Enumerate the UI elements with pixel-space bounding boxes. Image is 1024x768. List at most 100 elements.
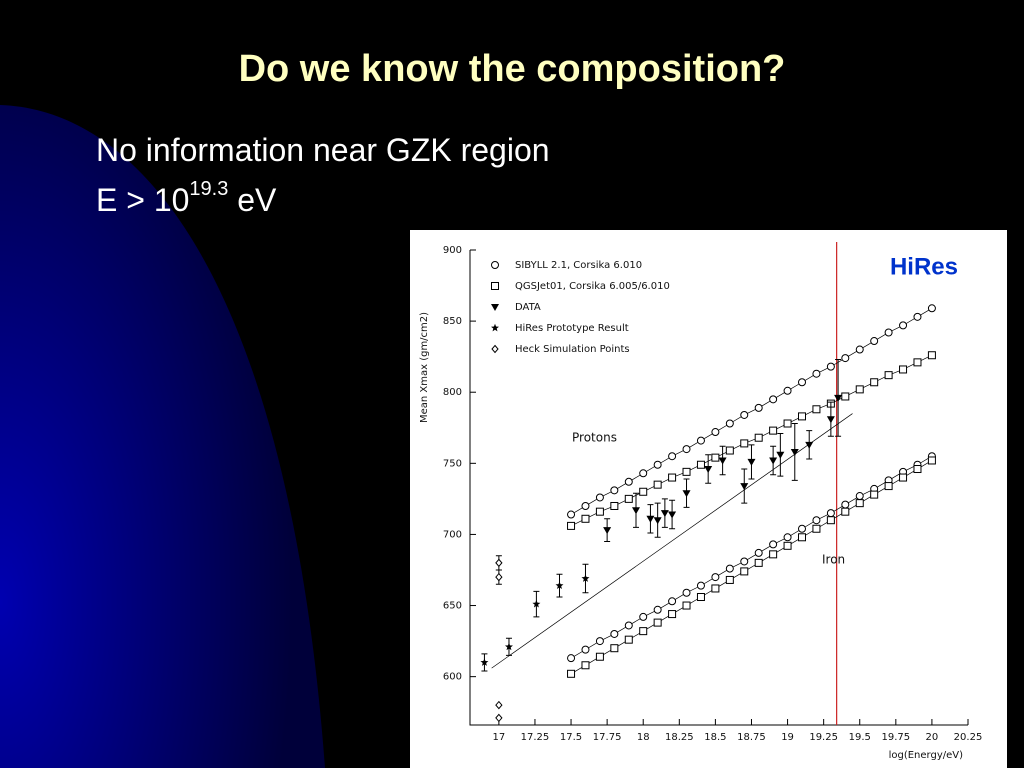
exponent: 19.3 <box>189 178 229 201</box>
marker <box>653 460 662 469</box>
marker <box>610 644 619 653</box>
marker <box>740 439 749 448</box>
marker <box>812 369 821 378</box>
marker <box>668 511 677 519</box>
marker <box>725 575 734 584</box>
legend-label: DATA <box>515 302 541 313</box>
x-tick-label: 17.5 <box>560 732 582 743</box>
marker <box>740 567 749 576</box>
marker <box>595 493 604 502</box>
fit-line <box>491 413 853 669</box>
marker <box>639 612 648 621</box>
marker <box>855 345 864 354</box>
marker <box>725 419 734 428</box>
y-tick-label: 650 <box>443 601 462 612</box>
marker <box>747 458 756 466</box>
marker <box>740 410 749 419</box>
marker <box>769 550 778 559</box>
x-tick-label: 19.25 <box>809 732 838 743</box>
x-tick-label: 18.5 <box>704 732 726 743</box>
y-tick-label: 850 <box>443 316 462 327</box>
marker <box>769 426 778 435</box>
marker <box>639 487 648 496</box>
marker <box>812 405 821 414</box>
marker <box>927 351 936 360</box>
x-tick-label: 18.75 <box>737 732 766 743</box>
marker <box>653 517 662 525</box>
legend-label: SIBYLL 2.1, Corsika 6.010 <box>515 260 642 271</box>
marker <box>696 460 705 469</box>
marker <box>769 395 778 404</box>
annotation: HiRes <box>890 253 958 280</box>
y-tick-label: 700 <box>443 529 462 540</box>
marker <box>653 618 662 627</box>
marker <box>826 509 835 518</box>
marker <box>632 507 640 515</box>
marker <box>740 483 749 491</box>
x-tick-label: 17.25 <box>521 732 550 743</box>
marker <box>870 337 879 346</box>
marker <box>682 467 691 476</box>
marker <box>603 527 612 535</box>
x-tick-label: 20 <box>926 732 939 743</box>
marker <box>581 501 590 510</box>
x-tick-label: 18.25 <box>665 732 694 743</box>
marker <box>624 494 633 503</box>
marker <box>491 261 499 269</box>
marker <box>841 392 850 401</box>
marker <box>581 661 590 670</box>
marker <box>491 282 499 290</box>
blue-shape <box>0 105 325 768</box>
marker <box>624 477 633 486</box>
marker <box>682 445 691 454</box>
marker <box>581 574 590 582</box>
marker <box>798 533 806 542</box>
marker <box>495 572 503 582</box>
marker <box>754 403 763 412</box>
x-tick-label: 17.75 <box>593 732 622 743</box>
y-tick-label: 800 <box>443 387 462 398</box>
marker <box>855 499 864 508</box>
marker <box>567 510 576 519</box>
marker <box>884 371 893 380</box>
marker <box>495 713 503 723</box>
marker <box>711 428 720 437</box>
marker <box>668 452 677 461</box>
x-tick-label: 19.75 <box>882 732 911 743</box>
y-axis-label: Mean Xmax (gm/cm2) <box>419 312 430 423</box>
marker <box>899 473 908 482</box>
marker <box>567 669 576 678</box>
marker <box>711 584 720 593</box>
marker <box>826 516 835 525</box>
marker <box>927 304 936 313</box>
marker <box>769 540 778 549</box>
chart: 600 650 700 750 800 850 900 17 17.25 17.5 17.75 18 1… <box>410 230 1007 768</box>
x-tick-label: 19.5 <box>849 732 871 743</box>
marker <box>884 482 893 491</box>
legend-label: QGSJet01, Corsika 6.005/6.010 <box>515 281 670 292</box>
marker <box>899 321 908 330</box>
marker <box>798 378 806 387</box>
marker <box>610 501 619 510</box>
marker <box>718 457 727 465</box>
marker <box>696 581 705 590</box>
marker <box>913 312 922 321</box>
marker <box>805 441 814 449</box>
marker <box>834 394 843 402</box>
annotation: Iron <box>822 553 845 567</box>
marker <box>491 304 499 311</box>
x-tick-label: 19 <box>781 732 794 743</box>
marker <box>610 629 619 638</box>
x-axis-label: log(Energy/eV) <box>889 750 964 761</box>
legend-label: HiRes Prototype Result <box>515 323 629 334</box>
marker <box>682 588 691 597</box>
marker <box>841 500 850 509</box>
x-tick-label: 18 <box>637 732 650 743</box>
marker <box>532 599 541 608</box>
marker <box>725 564 734 573</box>
marker <box>682 490 691 498</box>
marker <box>567 654 576 663</box>
marker <box>812 516 821 525</box>
marker <box>696 593 705 602</box>
